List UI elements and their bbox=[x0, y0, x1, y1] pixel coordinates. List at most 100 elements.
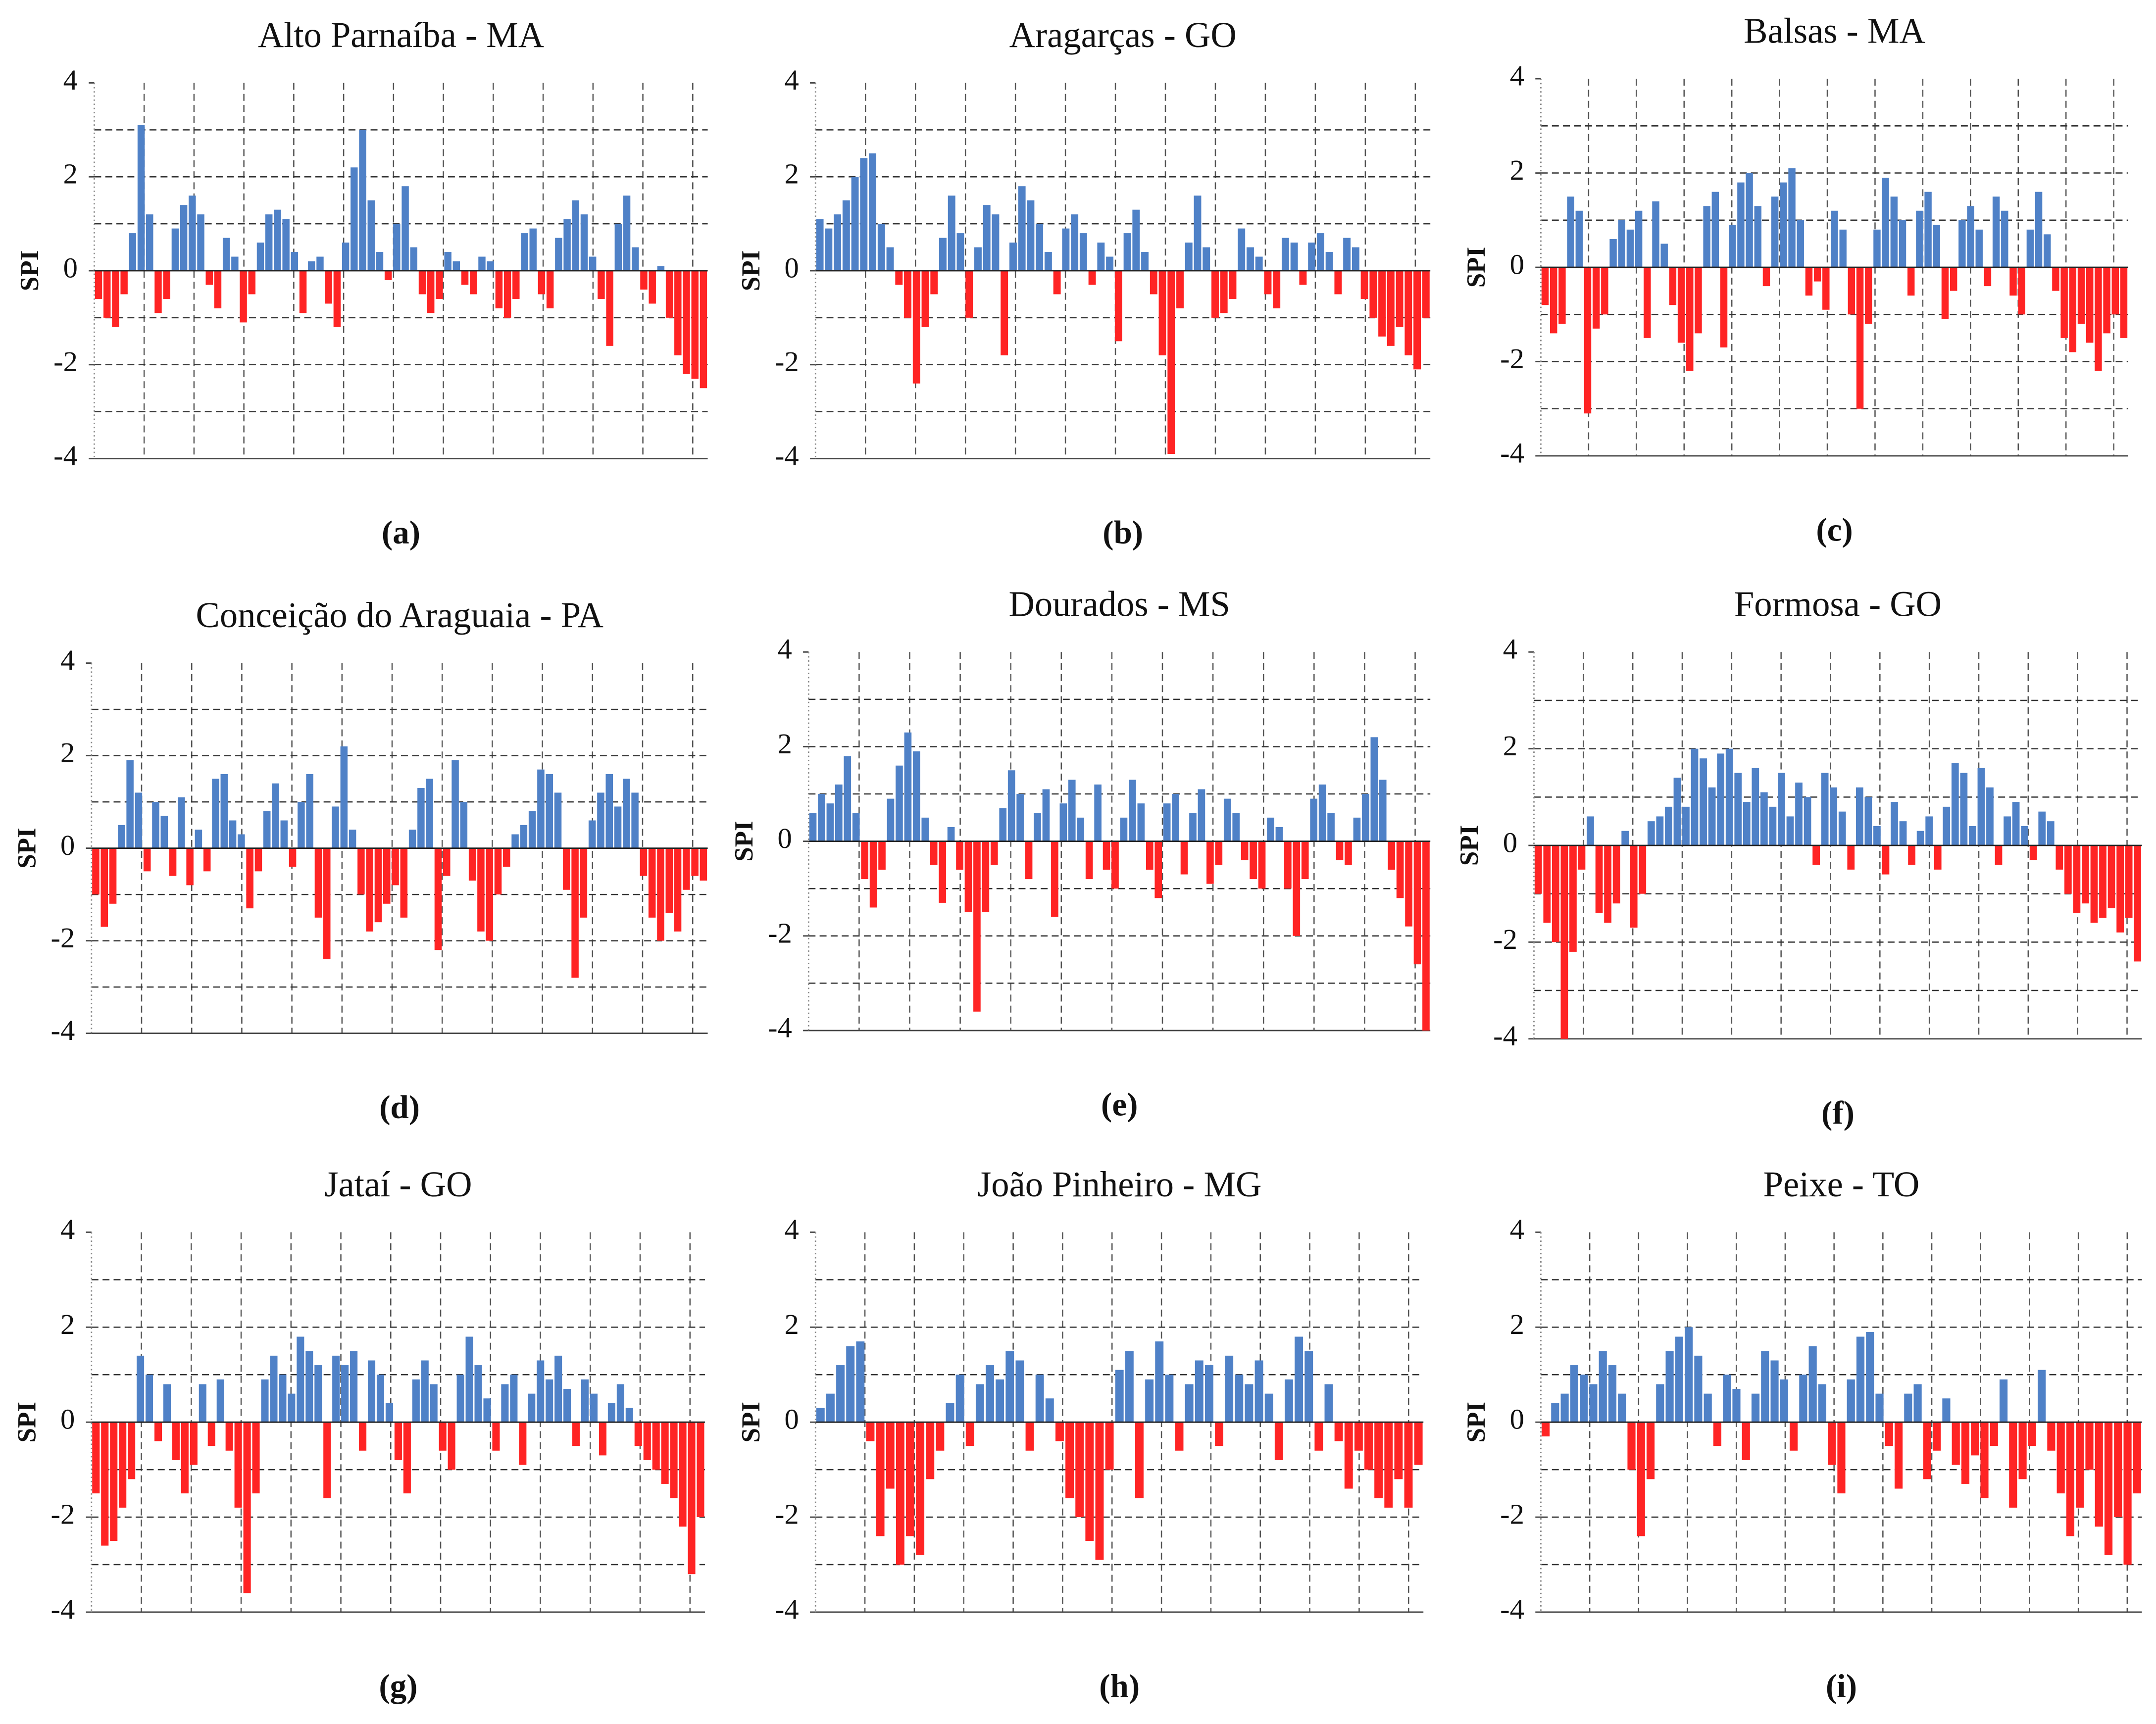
bar bbox=[1079, 233, 1087, 271]
bar bbox=[1618, 1393, 1626, 1423]
y-axis-label: SPI bbox=[1455, 825, 1484, 866]
bar bbox=[1077, 817, 1085, 841]
bar bbox=[1065, 1422, 1074, 1498]
bar bbox=[1899, 220, 1906, 268]
bar bbox=[546, 1379, 553, 1423]
bar bbox=[2076, 1422, 2084, 1508]
y-tick-label: -2 bbox=[1500, 1498, 1524, 1530]
bar bbox=[1630, 845, 1638, 928]
bar bbox=[2052, 267, 2059, 291]
bar bbox=[589, 256, 597, 271]
bar bbox=[2026, 229, 2034, 268]
bar bbox=[1618, 220, 1625, 268]
bar bbox=[1396, 271, 1404, 327]
bar bbox=[869, 153, 877, 271]
bar bbox=[895, 271, 903, 285]
bar bbox=[316, 256, 324, 271]
bar bbox=[229, 820, 237, 848]
bar bbox=[2044, 234, 2051, 268]
bar bbox=[1115, 1370, 1124, 1423]
bar bbox=[563, 848, 570, 890]
bar bbox=[1264, 1393, 1273, 1423]
bar bbox=[1203, 247, 1210, 271]
bar bbox=[1097, 243, 1105, 271]
bar bbox=[1986, 787, 1994, 846]
bar bbox=[1167, 271, 1175, 454]
bar bbox=[1245, 1384, 1253, 1423]
bar bbox=[512, 271, 520, 299]
bar bbox=[983, 205, 991, 271]
bar bbox=[652, 1422, 660, 1470]
chart-title: Jataí - GO bbox=[324, 1164, 472, 1204]
bar bbox=[367, 1360, 376, 1423]
bar bbox=[657, 266, 665, 271]
bar bbox=[1088, 271, 1096, 285]
bar bbox=[846, 1346, 855, 1423]
bar bbox=[974, 247, 982, 271]
bar bbox=[205, 271, 213, 285]
bar bbox=[2012, 802, 2020, 846]
bar bbox=[456, 1375, 464, 1423]
bar bbox=[401, 186, 409, 271]
bar bbox=[1864, 797, 1872, 846]
bar bbox=[860, 158, 868, 271]
bar bbox=[2004, 816, 2011, 846]
bar bbox=[1189, 813, 1197, 841]
bar bbox=[538, 271, 546, 295]
y-tick-label: 4 bbox=[784, 1213, 799, 1245]
bar bbox=[1175, 1422, 1184, 1451]
bar bbox=[181, 1422, 189, 1494]
bar bbox=[1711, 192, 1719, 268]
bar bbox=[436, 271, 443, 299]
bar bbox=[452, 261, 460, 271]
bar bbox=[912, 271, 920, 384]
bar bbox=[351, 167, 358, 271]
bar bbox=[2090, 845, 2098, 923]
bar bbox=[470, 271, 477, 295]
bar bbox=[1975, 229, 1983, 268]
bar bbox=[1595, 845, 1603, 913]
bar bbox=[1362, 794, 1369, 841]
bar bbox=[1770, 1360, 1779, 1423]
bar bbox=[1137, 803, 1145, 841]
bar bbox=[1708, 787, 1716, 846]
bar bbox=[818, 794, 825, 841]
bar bbox=[1682, 806, 1690, 846]
bar bbox=[661, 1422, 669, 1484]
bar bbox=[1324, 1384, 1333, 1423]
panel: -4 -2 0 2 4 Conceição do Araguaia - PA SPI (d) bbox=[12, 595, 708, 1126]
bar bbox=[1247, 247, 1254, 271]
bar bbox=[1831, 210, 1838, 268]
bar bbox=[477, 848, 485, 932]
bar bbox=[623, 196, 631, 271]
bar bbox=[95, 271, 102, 299]
bar bbox=[939, 238, 947, 271]
bar bbox=[1828, 1422, 1836, 1465]
bar bbox=[554, 792, 562, 848]
bar bbox=[1180, 841, 1188, 875]
y-tick-label: 2 bbox=[63, 158, 78, 190]
bar bbox=[1713, 1422, 1722, 1446]
bar bbox=[1290, 243, 1298, 271]
chart-title: Balsas - MA bbox=[1744, 10, 1925, 50]
bar bbox=[634, 1422, 642, 1446]
bar bbox=[571, 848, 579, 978]
bar bbox=[607, 1403, 615, 1423]
bar bbox=[946, 1403, 954, 1423]
bar bbox=[483, 1398, 491, 1423]
bar bbox=[1560, 1393, 1569, 1423]
bar bbox=[408, 830, 416, 848]
bar bbox=[487, 261, 494, 271]
bar bbox=[1172, 794, 1179, 841]
bar bbox=[1652, 201, 1659, 268]
bar bbox=[109, 848, 117, 904]
bar bbox=[1665, 806, 1672, 846]
bar bbox=[2038, 1370, 2046, 1423]
bar bbox=[1754, 206, 1762, 268]
bar bbox=[1743, 802, 1751, 846]
bar bbox=[1865, 267, 1872, 324]
bar bbox=[1364, 1422, 1373, 1470]
bar bbox=[1894, 1422, 1903, 1489]
y-tick-label: 2 bbox=[60, 1308, 75, 1340]
bar bbox=[2099, 845, 2106, 918]
